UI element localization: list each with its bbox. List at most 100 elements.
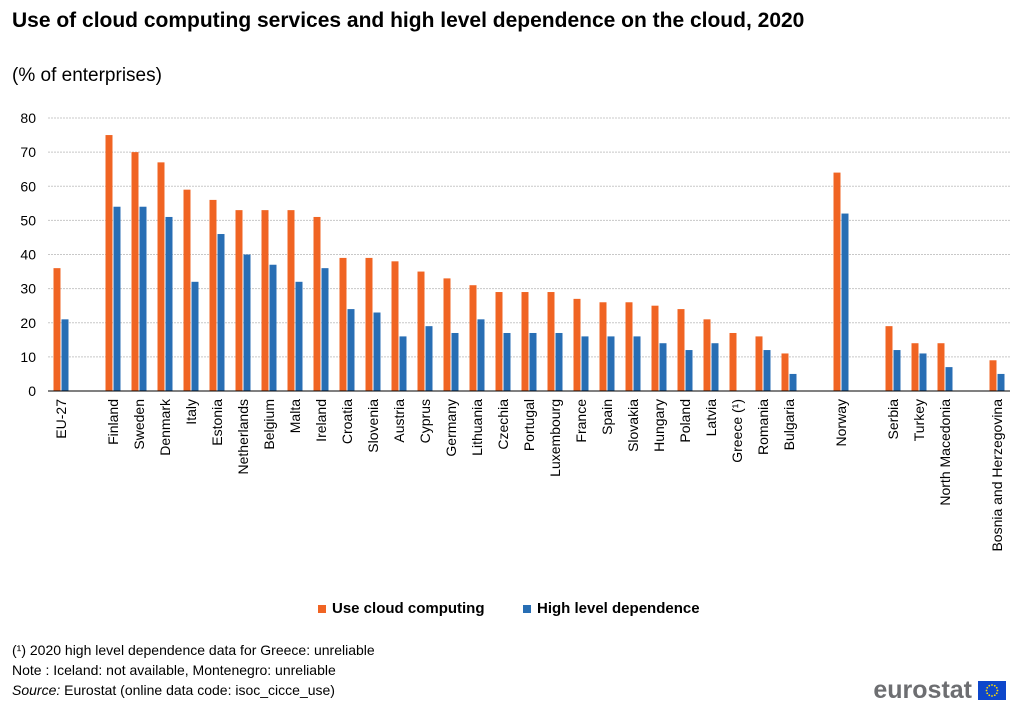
- bar-use-cloud: [495, 292, 503, 391]
- legend-item-high-dependence: High level dependence: [523, 600, 700, 617]
- x-tick-label: Poland: [677, 399, 693, 443]
- bar-use-cloud: [755, 336, 763, 391]
- x-tick-label: Denmark: [157, 398, 173, 456]
- source-line: Source: Eurostat (online data code: isoc…: [12, 680, 375, 700]
- x-tick-label: North Macedonia: [937, 399, 953, 506]
- bar-high-dependence: [529, 332, 537, 391]
- bar-use-cloud: [599, 302, 607, 391]
- x-tick-label: Estonia: [209, 399, 225, 446]
- eurostat-logo: eurostat: [873, 676, 1006, 705]
- bar-use-cloud: [235, 210, 243, 391]
- y-tick-label: 0: [28, 383, 36, 399]
- bar-high-dependence: [477, 319, 485, 391]
- y-tick-label: 50: [20, 212, 36, 228]
- y-tick-label: 20: [20, 315, 36, 331]
- bar-use-cloud: [521, 292, 529, 391]
- bar-high-dependence: [61, 319, 69, 391]
- bar-use-cloud: [729, 332, 737, 391]
- source-text: Eurostat (online data code: isoc_cicce_u…: [60, 682, 335, 698]
- legend-swatch-use-cloud: [318, 604, 326, 613]
- x-tick-label: Serbia: [885, 399, 901, 440]
- bar-high-dependence: [919, 353, 927, 391]
- bar-high-dependence: [347, 309, 355, 391]
- bar-use-cloud: [417, 271, 425, 391]
- bar-use-cloud: [391, 261, 399, 391]
- y-tick-label: 30: [20, 281, 36, 297]
- bar-high-dependence: [373, 312, 381, 391]
- bar-high-dependence: [503, 332, 511, 391]
- bar-use-cloud: [105, 135, 113, 391]
- bar-high-dependence: [607, 336, 615, 391]
- chart-notes: (¹) 2020 high level dependence data for …: [12, 640, 375, 700]
- bar-high-dependence: [659, 343, 667, 391]
- bar-high-dependence: [997, 373, 1005, 391]
- x-tick-label: Romania: [755, 399, 771, 455]
- bar-chart: 0 10 20 30 40 50 60 70 80 EU-27 Finland Sweden Denma…: [20, 110, 1010, 552]
- bar-high-dependence: [139, 206, 147, 391]
- bar-use-cloud: [287, 210, 295, 391]
- bar-use-cloud: [781, 353, 789, 391]
- x-tick-label: Belgium: [261, 399, 277, 450]
- x-tick-label: Turkey: [911, 399, 927, 441]
- bar-use-cloud: [183, 189, 191, 391]
- bar-high-dependence: [555, 332, 563, 391]
- bar-use-cloud: [885, 326, 893, 391]
- y-tick-label: 40: [20, 247, 36, 263]
- bar-high-dependence: [711, 343, 719, 391]
- bar-use-cloud: [313, 216, 321, 391]
- bar-high-dependence: [399, 336, 407, 391]
- chart-title: Use of cloud computing services and high…: [12, 9, 805, 32]
- bar-high-dependence: [113, 206, 121, 391]
- x-tick-label: Netherlands: [235, 399, 251, 475]
- x-tick-label: Italy: [183, 399, 199, 425]
- footnote-greece: (¹) 2020 high level dependence data for …: [12, 642, 375, 658]
- bar-high-dependence: [295, 281, 303, 391]
- bar-high-dependence: [945, 367, 953, 391]
- bar-use-cloud: [53, 268, 61, 391]
- bar-use-cloud: [443, 278, 451, 391]
- x-tick-label: Slovenia: [365, 399, 381, 453]
- x-tick-label: Ireland: [313, 399, 329, 442]
- note-availability: Note : Iceland: not available, Montenegr…: [12, 662, 336, 678]
- x-tick-label: Luxembourg: [547, 399, 563, 477]
- legend-label-use-cloud: Use cloud computing: [332, 600, 485, 617]
- x-tick-label: Portugal: [521, 399, 537, 451]
- bar-high-dependence: [191, 281, 199, 391]
- x-tick-label: Austria: [391, 399, 407, 443]
- x-tick-label: Cyprus: [417, 399, 433, 443]
- bar-use-cloud: [937, 343, 945, 391]
- x-tick-label: Lithuania: [469, 399, 485, 456]
- bar-high-dependence: [841, 213, 849, 391]
- bar-use-cloud: [651, 305, 659, 391]
- eu-flag-icon: [978, 681, 1006, 700]
- x-tick-label: Slovakia: [625, 399, 641, 452]
- x-tick-label: Finland: [105, 399, 121, 445]
- x-tick-label: France: [573, 399, 589, 443]
- bar-use-cloud: [261, 210, 269, 391]
- bar-use-cloud: [833, 172, 841, 391]
- x-tick-label: Sweden: [131, 399, 147, 450]
- bar-use-cloud: [469, 285, 477, 391]
- bar-use-cloud: [989, 360, 997, 391]
- bar-use-cloud: [677, 309, 685, 391]
- y-tick-label: 10: [20, 349, 36, 365]
- bar-high-dependence: [217, 234, 225, 391]
- x-tick-label: Malta: [287, 399, 303, 433]
- bar-high-dependence: [581, 336, 589, 391]
- x-tick-label: Bosnia and Herzegovina: [989, 399, 1005, 552]
- legend-label-high-dependence: High level dependence: [537, 600, 700, 617]
- x-tick-label: Hungary: [651, 399, 667, 452]
- x-tick-label: Bulgaria: [781, 399, 797, 451]
- x-tick-label: Croatia: [339, 399, 355, 444]
- bar-high-dependence: [425, 326, 433, 391]
- x-tick-label: Spain: [599, 399, 615, 435]
- x-tick-label: Latvia: [703, 399, 719, 437]
- bar-high-dependence: [451, 332, 459, 391]
- eurostat-logo-text: eurostat: [873, 676, 972, 704]
- bar-use-cloud: [911, 343, 919, 391]
- bar-high-dependence: [685, 350, 693, 391]
- bar-high-dependence: [165, 216, 173, 391]
- bar-use-cloud: [625, 302, 633, 391]
- bar-high-dependence: [633, 336, 641, 391]
- bar-high-dependence: [269, 264, 277, 391]
